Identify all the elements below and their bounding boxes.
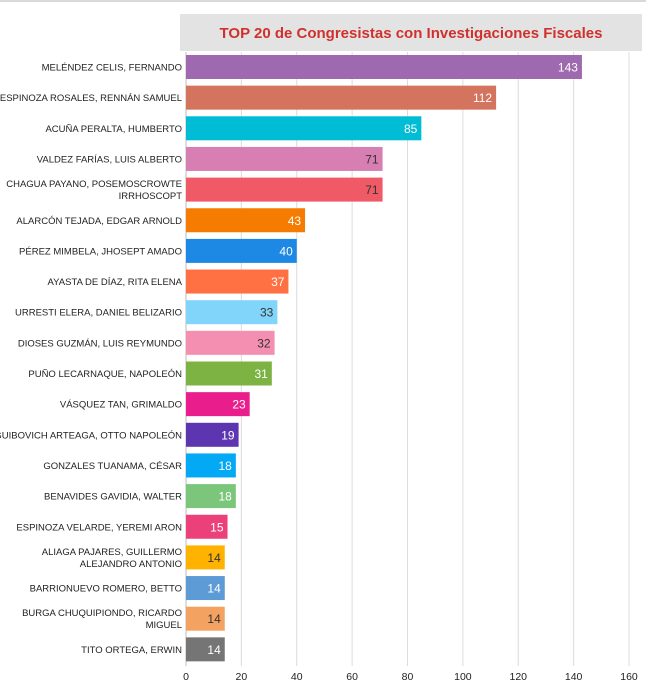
category-label: BURGA CHUQUIPIONDO, RICARDO — [22, 608, 182, 619]
value-label: 112 — [473, 91, 492, 105]
category-label: CHAGUA PAYANO, POSEMOSCROWTE — [6, 179, 182, 190]
value-label: 14 — [207, 612, 221, 626]
category-label: ACUÑA PERALTA, HUMBERTO — [45, 124, 182, 135]
value-label: 14 — [207, 643, 221, 657]
category-label: ALIAGA PAJARES, GUILLERMO — [42, 547, 182, 558]
category-label: VALDEZ FARÍAS, LUIS ALBERTO — [37, 154, 182, 165]
bar — [186, 177, 383, 202]
category-label: ALEJANDRO ANTONIO — [80, 559, 182, 570]
bar — [186, 55, 582, 79]
x-tick-label: 40 — [291, 671, 303, 683]
category-label: BARRIONUEVO ROMERO, BETTO — [30, 584, 182, 595]
category-label: DIOSES GUZMÁN, LUIS REYMUNDO — [18, 338, 182, 349]
category-label: IRRHOSCOPT — [119, 191, 183, 202]
bar — [186, 116, 422, 141]
category-label: ESPINOZA ROSALES, RENNÁN SAMUEL — [0, 93, 182, 104]
title-banner: TOP 20 de Congresistas con Investigacion… — [180, 14, 642, 51]
value-label: 143 — [558, 61, 578, 75]
bar — [186, 637, 225, 662]
category-labels: MELÉNDEZ CELIS, FERNANDO ESPINOZA ROSALES… — [0, 63, 183, 656]
bar — [186, 146, 383, 171]
value-label: 43 — [288, 214, 302, 228]
category-label: AYASTA DE DÍAZ, RITA ELENA — [48, 277, 183, 288]
value-label: 18 — [218, 459, 232, 473]
x-tick-label: 100 — [454, 671, 472, 683]
bar — [186, 361, 272, 386]
value-label: 33 — [260, 306, 274, 320]
bar — [186, 514, 228, 539]
bar — [186, 238, 297, 263]
value-label: 15 — [210, 520, 224, 534]
category-label: BENAVIDES GAVIDIA, WALTER — [44, 492, 182, 503]
value-label: 85 — [404, 122, 418, 136]
category-label: TITO ORTEGA, ERWIN — [81, 645, 182, 656]
chart-title: TOP 20 de Congresistas con Investigacion… — [219, 25, 603, 42]
value-labels: 143 112 85 71 71 43 40 37 33 32 31 23 19 18 18 15 14 14 14… — [207, 61, 578, 657]
bar — [186, 269, 289, 294]
x-tick-label: 120 — [509, 671, 527, 683]
bar — [186, 422, 239, 447]
category-label: PÉREZ MIMBELA, JHOSEPT AMADO — [19, 246, 182, 257]
value-label: 31 — [254, 367, 268, 381]
category-label: ESPINOZA VELARDE, YEREMI ARON — [16, 522, 182, 533]
category-label: ALARCÓN TEJADA, EDGAR ARNOLD — [16, 216, 182, 227]
bar — [186, 330, 275, 355]
value-label: 71 — [365, 152, 379, 166]
x-tick-label: 140 — [565, 671, 583, 683]
value-label: 32 — [257, 336, 271, 350]
bar — [186, 576, 225, 601]
value-label: 14 — [207, 551, 221, 565]
x-axis-ticks: 0 20 40 60 80 100 120 140 160 — [183, 671, 638, 683]
top-border — [0, 0, 646, 2]
category-label: MELÉNDEZ CELIS, FERNANDO — [42, 63, 182, 74]
value-label: 19 — [221, 428, 235, 442]
category-label: GONZALES TUANAMA, CÉSAR — [43, 461, 182, 472]
bar — [186, 208, 306, 233]
bar — [186, 484, 236, 509]
category-label: URRESTI ELERA, DANIEL BELIZARIO — [15, 308, 182, 319]
value-label: 37 — [271, 275, 285, 289]
bar — [186, 606, 225, 631]
value-label: 23 — [232, 398, 246, 412]
bars — [186, 55, 582, 662]
value-label: 40 — [279, 244, 293, 258]
category-label: GUIBOVICH ARTEAGA, OTTO NAPOLEÓN — [0, 430, 182, 441]
bar — [186, 85, 497, 110]
category-label: MIGUEL — [146, 620, 182, 631]
x-tick-label: 20 — [236, 671, 248, 683]
value-label: 14 — [207, 582, 221, 596]
x-tick-label: 0 — [183, 671, 189, 683]
bar — [186, 545, 225, 570]
bar — [186, 392, 250, 417]
bar — [186, 453, 236, 478]
value-label: 18 — [218, 490, 232, 504]
x-tick-label: 60 — [346, 671, 358, 683]
category-label: VÁSQUEZ TAN, GRIMALDO — [60, 400, 182, 411]
x-tick-label: 160 — [620, 671, 638, 683]
x-tick-label: 80 — [402, 671, 414, 683]
bar — [186, 300, 278, 325]
category-label: PUÑO LECARNAQUE, NAPOLEÓN — [28, 369, 182, 380]
gridlines — [185, 52, 630, 666]
value-label: 71 — [365, 183, 379, 197]
